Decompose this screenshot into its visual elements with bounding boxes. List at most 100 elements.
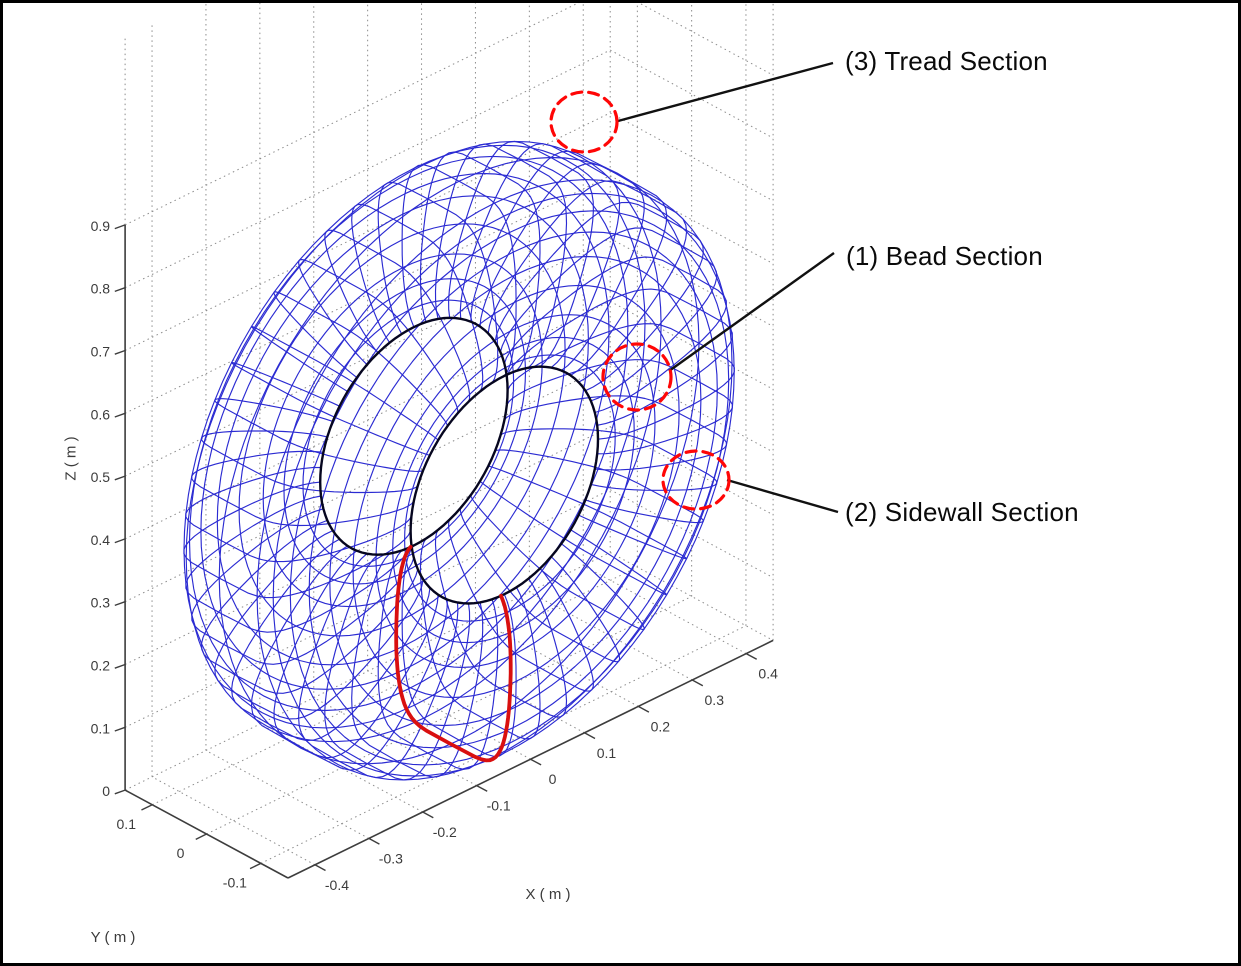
wall-grid-zline	[124, 49, 611, 289]
z-tick	[114, 224, 126, 230]
mesh-ring	[262, 253, 543, 608]
wall-grid-zline	[609, 363, 774, 453]
z-tick	[114, 475, 126, 481]
y-axis-label: Y ( m )	[90, 929, 136, 946]
red-cross-section	[394, 545, 513, 763]
mesh-ring	[283, 278, 527, 585]
y-tick-label: -0.1	[223, 874, 247, 890]
x-tick-label: -0.1	[487, 798, 511, 814]
x-tick	[638, 705, 650, 713]
bead-ring	[409, 365, 600, 605]
mesh-ring	[272, 192, 735, 777]
wall-grid-zline	[124, 300, 611, 540]
x-axis-label: X ( m )	[525, 886, 571, 903]
y-tick-label: 0	[177, 845, 185, 861]
z-tick-label: 0.9	[91, 218, 111, 234]
wall-grid-zline	[609, 112, 774, 202]
y-tick	[249, 862, 262, 870]
mesh-meridian	[448, 518, 594, 692]
z-tick-label: 0.5	[91, 469, 111, 485]
mesh-ring	[238, 223, 566, 637]
mesh-ring	[216, 195, 589, 666]
z-tick-label: 0.1	[91, 720, 111, 736]
bead-rings	[319, 316, 600, 605]
z-axis-label: Z ( m )	[62, 436, 80, 481]
x-tick-label: 0.1	[597, 745, 617, 761]
mesh-ring	[308, 231, 718, 749]
mesh-ring	[352, 284, 680, 699]
wall-grid-zline	[609, 426, 774, 516]
z-tick-label: 0.2	[91, 658, 111, 674]
x-tick-label: 0.3	[705, 692, 725, 708]
x-tick	[476, 784, 488, 792]
mesh-ring	[185, 140, 662, 743]
mesh-ring	[375, 314, 656, 668]
mesh-ring	[188, 155, 629, 712]
mesh-meridian	[503, 256, 727, 414]
x-tick	[314, 864, 326, 872]
y-tick-label: 0.1	[117, 816, 137, 832]
mesh-ring	[302, 299, 515, 567]
z-tick	[114, 663, 126, 669]
wall-grid-zline	[124, 112, 611, 351]
wall-grid-zline	[124, 363, 611, 603]
annotation-bead-section: (1) Bead Section	[846, 241, 1043, 271]
mesh-ring	[404, 354, 616, 622]
z-tick-label: 0.6	[91, 406, 111, 422]
mesh-meridian	[231, 362, 431, 456]
z-tick	[114, 349, 126, 355]
wall-grid-zline	[124, 489, 611, 728]
x-tick	[422, 811, 434, 819]
x-tick	[691, 679, 704, 687]
z-tick	[114, 726, 126, 732]
x-tick	[530, 758, 542, 766]
wall-grid-zline	[124, 426, 611, 665]
x-tick-label: -0.3	[379, 850, 403, 866]
mesh-ring	[183, 144, 646, 729]
mesh-meridian	[191, 508, 415, 665]
y-tick	[141, 804, 153, 811]
highlight-cross-section	[394, 545, 513, 763]
x-tick-label: -0.4	[325, 877, 349, 893]
x-tick	[745, 652, 758, 660]
z-tick	[114, 601, 126, 607]
z-tick-label: 0.3	[91, 595, 111, 611]
mesh-ring	[218, 156, 700, 765]
x-tick	[584, 732, 596, 740]
z-tick-label: 0	[102, 783, 110, 799]
z-tick	[114, 538, 126, 544]
annotation-dashed-circle	[601, 342, 673, 412]
annotation-dashed-circle	[661, 449, 731, 511]
mesh-meridian	[324, 229, 471, 403]
mesh-meridian	[448, 140, 594, 368]
floor-grid-line	[206, 596, 692, 835]
leader-line	[617, 61, 834, 123]
annotation-sidewall-section: (2) Sidewall Section	[845, 497, 1079, 527]
leader-line	[668, 252, 835, 372]
x-tick-label: -0.2	[433, 824, 457, 840]
z-tick-label: 0.4	[91, 532, 111, 548]
wall-grid-zline	[609, 175, 774, 265]
z-tick	[114, 789, 126, 795]
wall-grid-zline	[609, 489, 774, 579]
annotation-tread-section: (3) Tread Section	[845, 46, 1048, 76]
axes	[114, 224, 774, 879]
leader-line	[726, 478, 839, 514]
mesh-meridian	[487, 465, 688, 560]
wall-grid-zline	[609, 300, 774, 390]
x-tick	[368, 837, 380, 845]
wall-grid-zline	[609, 49, 774, 139]
x-tick-label: 0	[549, 771, 557, 787]
mesh-meridian	[250, 325, 439, 441]
z-tick	[114, 412, 126, 418]
mesh-ring	[200, 172, 610, 690]
x-tick-label: 0.4	[758, 666, 778, 682]
z-tick-label: 0.8	[91, 281, 111, 297]
wall-grid-zline	[124, 0, 586, 226]
mesh-meridian	[479, 480, 668, 596]
tick-labels: -0.4 -0.3 -0.2 -0.1 0 0.1 0.2 0.3 0.4 0.1 0 -0.1 0 0.…	[91, 218, 778, 893]
bead-ring	[319, 316, 509, 556]
z-tick-label: 0.7	[91, 344, 111, 360]
